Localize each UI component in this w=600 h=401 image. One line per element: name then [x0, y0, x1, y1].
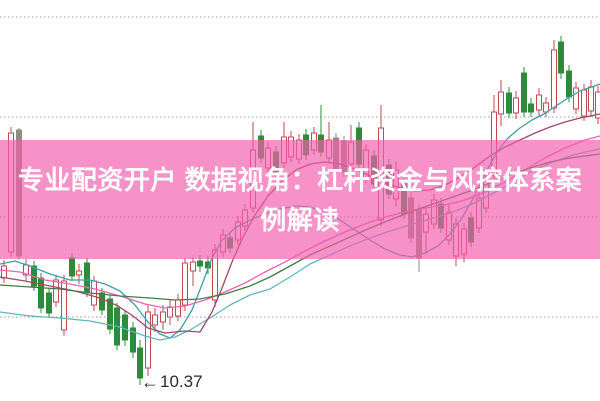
low-price-annotation: ← 10.37: [141, 372, 203, 392]
low-price-value: 10.37: [160, 372, 203, 391]
banner-title-line2: 例解读: [260, 204, 340, 235]
title-banner: 专业配资开户 数据视角：杠杆资金与风控体系案 例解读: [0, 140, 600, 259]
banner-title-line1: 专业配资开户 数据视角：杠杆资金与风控体系案: [17, 164, 583, 195]
left-arrow-icon: ←: [141, 372, 159, 392]
